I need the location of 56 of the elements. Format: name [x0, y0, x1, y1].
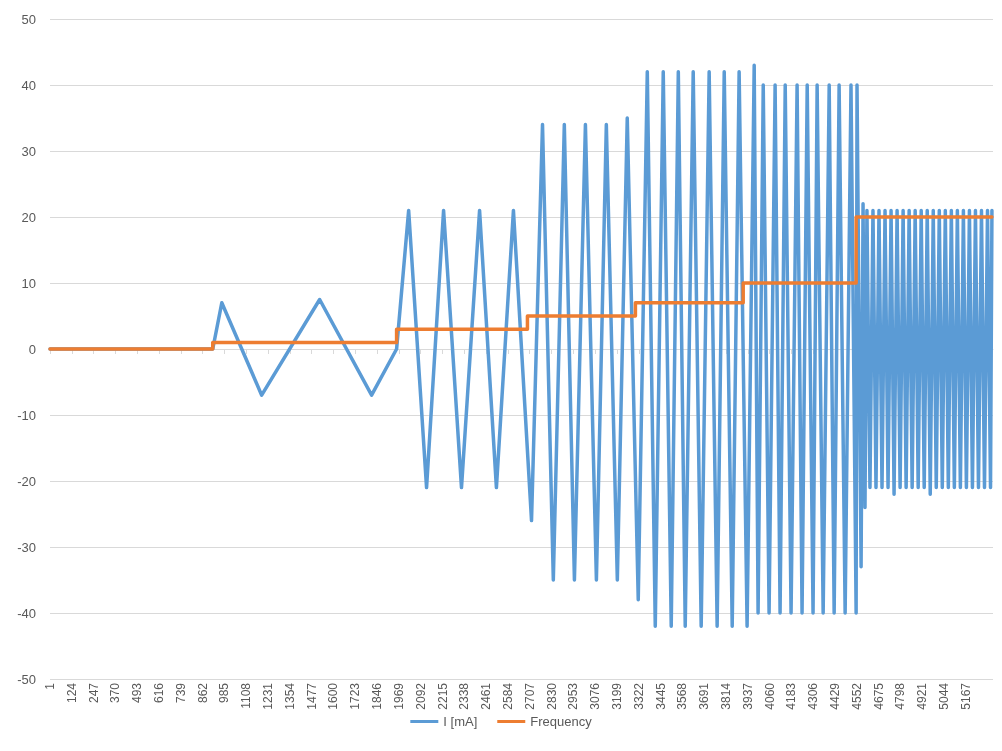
y-tick-label: -40: [17, 605, 36, 621]
x-tick-label: 3691: [697, 682, 712, 710]
x-tick-label: 1846: [370, 682, 385, 710]
x-tick-label: 2092: [413, 682, 428, 710]
x-tick-label: 862: [195, 682, 210, 704]
x-tick-label: 4060: [762, 682, 777, 710]
x-tick-label: 2461: [479, 682, 494, 710]
x-tick-label: 3076: [588, 682, 603, 710]
y-tick-label: -20: [17, 473, 36, 489]
x-tick-label: 4552: [849, 682, 864, 710]
x-tick-label: 4675: [871, 682, 886, 710]
x-tick-label: 1108: [239, 682, 254, 709]
x-tick-label: 5167: [958, 682, 973, 710]
y-tick-label: -50: [17, 671, 36, 687]
x-tick-label: 124: [64, 682, 79, 704]
x-tick-label: 493: [130, 682, 145, 704]
x-tick-label: 985: [217, 682, 232, 704]
x-tick-label: 4798: [893, 682, 908, 710]
x-tick-label: 247: [86, 682, 101, 704]
x-tick-label: 3937: [740, 682, 755, 710]
y-tick-label: -30: [17, 539, 36, 555]
x-tick-label: 1354: [282, 682, 297, 710]
x-tick-label: 3814: [719, 682, 733, 710]
x-tick-label: 616: [152, 682, 167, 704]
x-tick-label: 2215: [435, 682, 450, 710]
x-tick-label: 5044: [937, 682, 952, 710]
x-tick-label: 4183: [784, 682, 799, 710]
x-tick-label: 370: [108, 682, 123, 704]
x-tick-label: 1969: [391, 682, 406, 710]
x-tick-label: 1231: [261, 682, 276, 710]
y-tick-label: 40: [21, 77, 36, 93]
x-tick-label: 3199: [609, 682, 624, 710]
x-tick-label: 1477: [304, 682, 319, 710]
y-tick-label: 0: [28, 341, 36, 357]
x-tick-label: 2707: [522, 682, 537, 710]
y-tick-label: 30: [21, 143, 36, 159]
x-tick-label: 1723: [348, 682, 363, 710]
x-tick-label: 4306: [806, 682, 821, 710]
y-tick-label: 50: [21, 11, 36, 27]
x-tick-label: 4429: [828, 682, 843, 710]
y-tick-label: 20: [21, 209, 36, 225]
y-tick-label: -10: [17, 407, 36, 423]
x-tick-label: 1: [43, 682, 57, 690]
legend-label: I [mA]: [443, 714, 478, 729]
y-tick-label: 10: [21, 275, 36, 291]
x-tick-label: 3322: [631, 682, 646, 710]
x-tick-label: 2830: [544, 682, 559, 710]
x-tick-label: 2953: [566, 682, 581, 710]
x-tick-label: 3445: [653, 682, 668, 710]
x-tick-label: 3568: [675, 682, 690, 710]
legend-label: Frequency: [530, 714, 593, 729]
x-tick-label: 2584: [500, 682, 515, 710]
x-tick-label: 2338: [457, 682, 472, 710]
x-tick-label: 1600: [326, 682, 341, 710]
x-tick-label: 739: [173, 682, 188, 704]
x-tick-label: 4921: [915, 682, 930, 710]
